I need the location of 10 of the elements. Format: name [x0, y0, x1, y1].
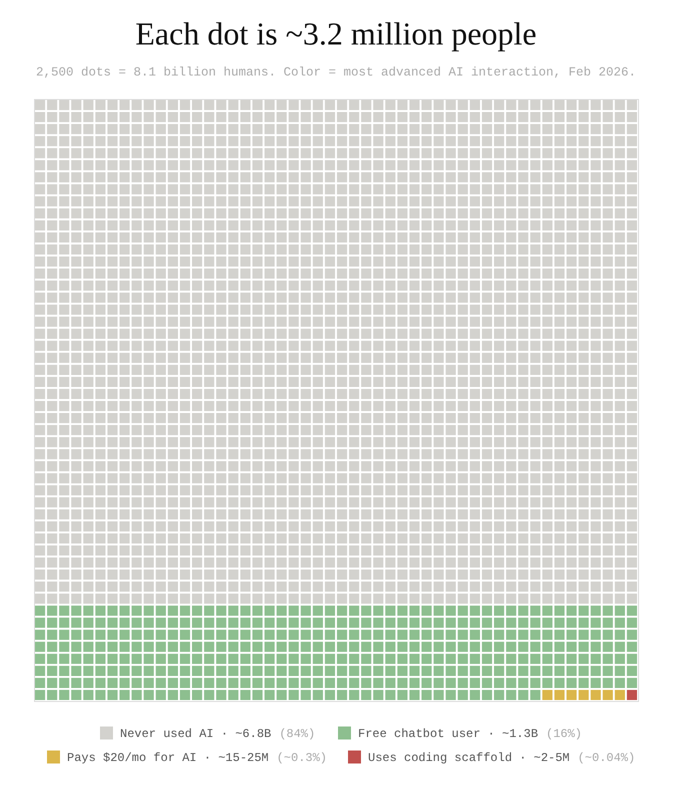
- text: 2,500 dots = 8.1 billion humans. Color = most advanced AI interaction, Feb 2026.: [36, 66, 636, 80]
- category-label: Pays $20/mo for AI · ~15-25M: [67, 751, 269, 765]
- text: Each dot is ~3.2 million people: [135, 16, 537, 52]
- data-label: (~0.3%): [276, 751, 328, 765]
- data-label: (16%): [546, 727, 582, 741]
- data-label: (~0.04%): [578, 751, 636, 765]
- category-label: Uses coding scaffold · ~2-5M: [368, 751, 570, 765]
- category-label: Free chatbot user · ~1.3B: [358, 727, 538, 741]
- category-label: Never used AI · ~6.8B: [120, 727, 272, 741]
- data-label: (84%): [279, 727, 316, 741]
